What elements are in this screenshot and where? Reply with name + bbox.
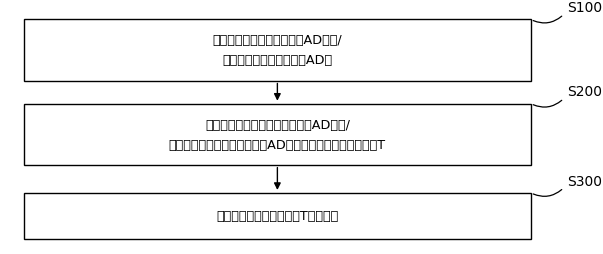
Text: S100: S100 bbox=[567, 1, 602, 15]
FancyBboxPatch shape bbox=[24, 193, 531, 239]
Text: 根据所述室内环境温度传感器的AD值和/
或所述室内盘管温度传感器的AD值依据预设规则计算随机值T: 根据所述室内环境温度传感器的AD值和/ 或所述室内盘管温度传感器的AD值依据预设… bbox=[169, 118, 386, 151]
Text: S200: S200 bbox=[567, 85, 602, 99]
FancyBboxPatch shape bbox=[24, 20, 531, 81]
Text: S300: S300 bbox=[567, 174, 602, 188]
Text: 控制压缩机延长待机时间T秒后启动: 控制压缩机延长待机时间T秒后启动 bbox=[216, 210, 338, 222]
FancyBboxPatch shape bbox=[24, 104, 531, 165]
Text: 获取室内环境温度传感器的AD值和/
或室内盘管温度传感器的AD值: 获取室内环境温度传感器的AD值和/ 或室内盘管温度传感器的AD值 bbox=[213, 34, 342, 67]
